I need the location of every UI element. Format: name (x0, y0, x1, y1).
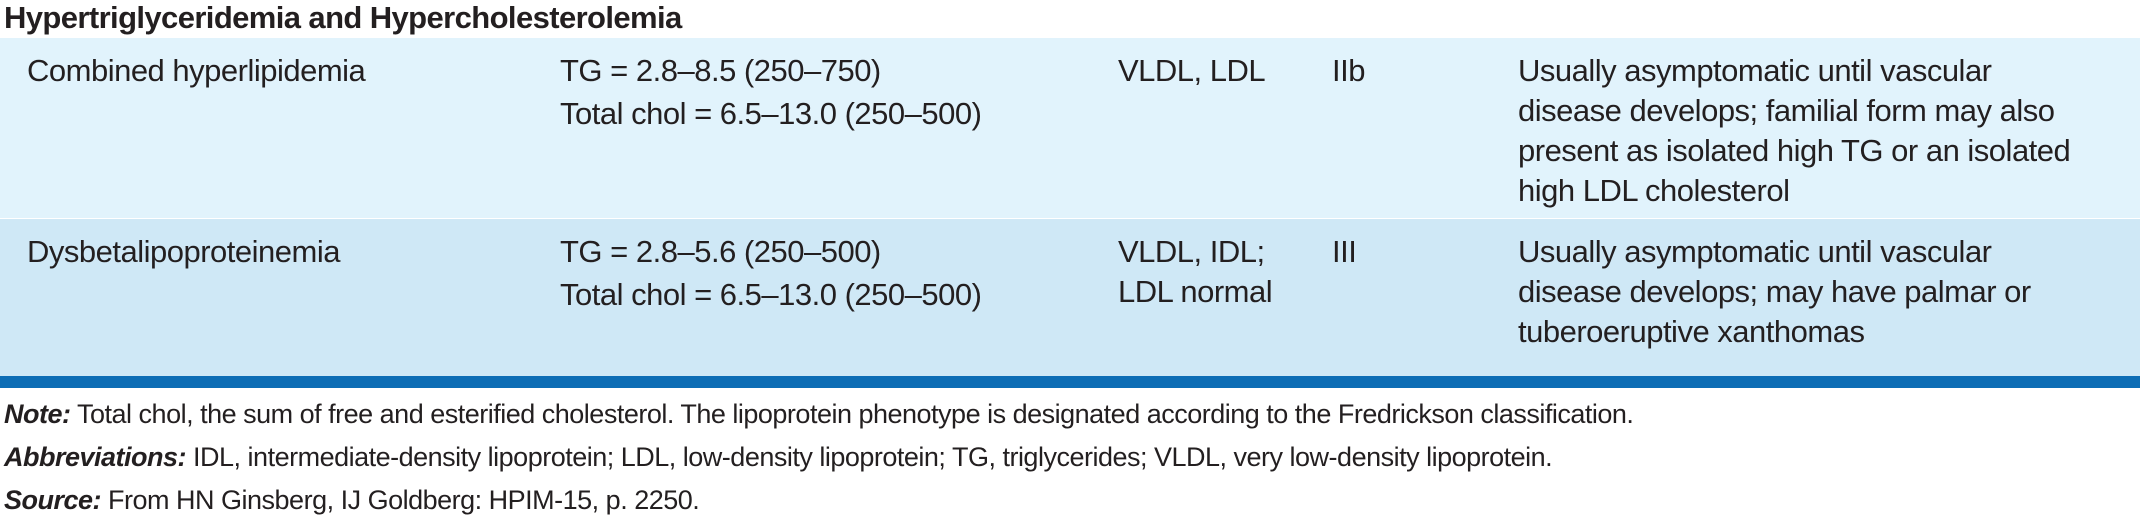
clinical-signs-cell: Usually asymptomatic until vascular dise… (1518, 51, 2118, 211)
table-bottom-rule (0, 376, 2140, 388)
clinical-signs-cell: Usually asymptomatic until vascular dise… (1518, 232, 2118, 352)
disorder-cell: Combined hyperlipidemia (27, 53, 366, 88)
total-chol-level: Total chol = 6.5–13.0 (250–500) (560, 277, 982, 312)
lipoproteins-line: VLDL, IDL; (1118, 234, 1265, 269)
signs-line: Usually asymptomatic until vascular (1518, 53, 1992, 88)
signs-line: disease develops; familial form may also (1518, 93, 2055, 128)
lipid-levels-cell: TG = 2.8–5.6 (250–500) Total chol = 6.5–… (560, 232, 1090, 315)
signs-line: Usually asymptomatic until vascular (1518, 234, 1992, 269)
abbreviations-label: Abbreviations: (4, 442, 187, 472)
signs-line: disease develops; may have palmar or (1518, 274, 2031, 309)
lipoproteins-cell: VLDL, IDL; LDL normal (1118, 232, 1318, 312)
lipoproteins-cell: VLDL, LDL (1118, 51, 1318, 91)
source-label: Source: (4, 485, 102, 515)
lipoproteins-line: VLDL, LDL (1118, 53, 1266, 88)
tg-level: TG = 2.8–5.6 (250–500) (560, 234, 881, 269)
signs-line: tuberoeruptive xanthomas (1518, 314, 1865, 349)
phenotype-cell: III (1332, 234, 1357, 269)
table-row: Combined hyperlipidemia TG = 2.8–8.5 (25… (0, 38, 2140, 218)
note-text: Total chol, the sum of free and esterifi… (70, 399, 1634, 429)
note-line: Note: Total chol, the sum of free and es… (4, 393, 2134, 436)
lipoproteins-line: LDL normal (1118, 274, 1273, 309)
signs-line: high LDL cholesterol (1518, 173, 1790, 208)
note-label: Note: (4, 399, 71, 429)
tg-level: TG = 2.8–8.5 (250–750) (560, 53, 881, 88)
total-chol-level: Total chol = 6.5–13.0 (250–500) (560, 96, 982, 131)
lipid-levels-cell: TG = 2.8–8.5 (250–750) Total chol = 6.5–… (560, 51, 1090, 134)
phenotype-cell: IIb (1332, 53, 1365, 88)
signs-line: present as isolated high TG or an isolat… (1518, 133, 2071, 168)
abbreviations-text: IDL, intermediate-density lipoprotein; L… (186, 442, 1553, 472)
source-line: Source: From HN Ginsberg, IJ Goldberg: H… (4, 479, 2134, 522)
source-text: From HN Ginsberg, IJ Goldberg: HPIM-15, … (101, 485, 700, 515)
disorder-cell: Dysbetalipoproteinemia (27, 234, 340, 269)
table-footnotes: Note: Total chol, the sum of free and es… (4, 393, 2134, 522)
table-row: Dysbetalipoproteinemia TG = 2.8–5.6 (250… (0, 219, 2140, 376)
abbreviations-line: Abbreviations: IDL, intermediate-density… (4, 436, 2134, 479)
section-title: Hypertriglyceridemia and Hypercholestero… (4, 0, 682, 35)
